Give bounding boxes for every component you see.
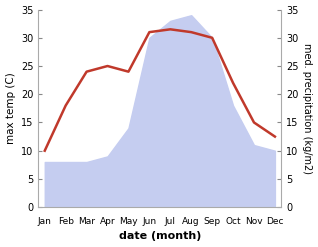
Y-axis label: med. precipitation (kg/m2): med. precipitation (kg/m2) bbox=[302, 43, 313, 174]
X-axis label: date (month): date (month) bbox=[119, 231, 201, 242]
Y-axis label: max temp (C): max temp (C) bbox=[5, 72, 16, 144]
